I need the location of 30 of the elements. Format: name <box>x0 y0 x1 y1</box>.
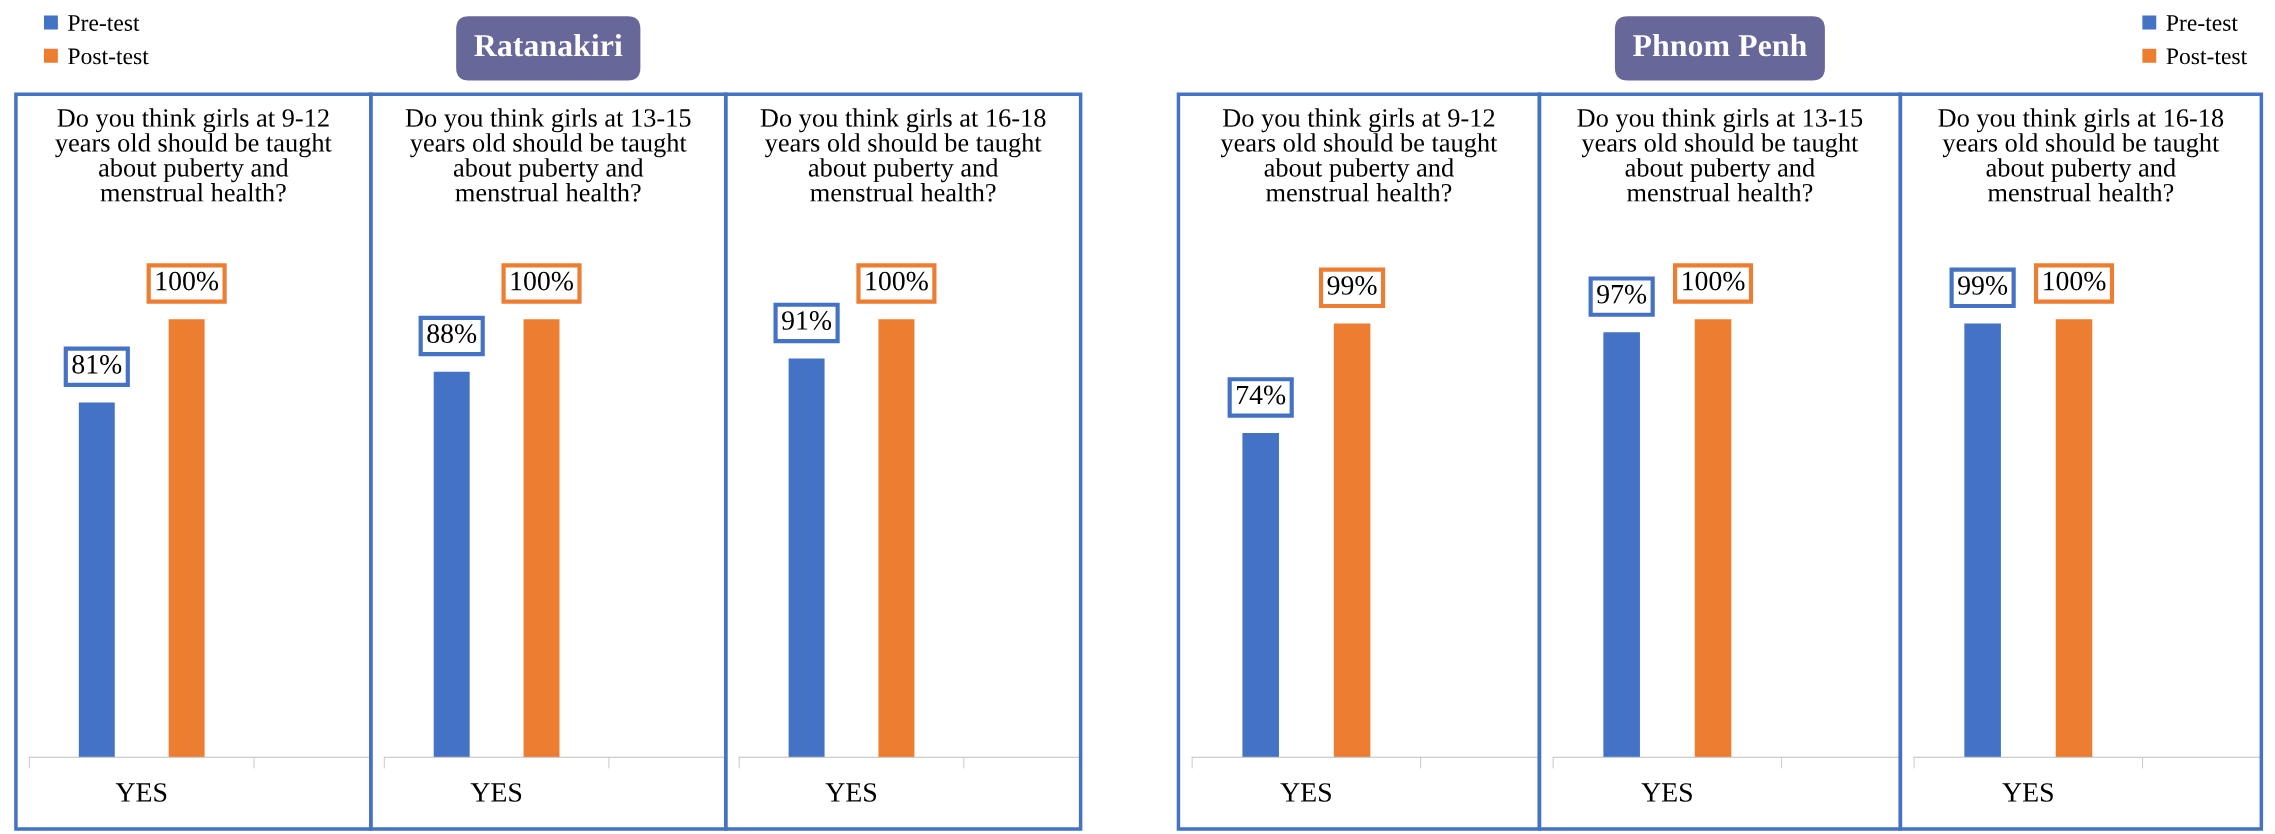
data-label: 100% <box>1683 271 1745 291</box>
data-label: 100% <box>511 271 573 291</box>
data-label: 100% <box>2044 271 2106 291</box>
chart-title: Do you think girls at 9-12 years old should be taught about puberty and menstrual health? <box>1220 108 1498 202</box>
x-tick-label: YES <box>1641 783 1692 802</box>
chart-title: Do you think girls at 9-12 years old should be taught about puberty and menstrual health? <box>55 108 332 202</box>
data-label: 91% <box>782 311 832 330</box>
legend-label: Post-test <box>2166 48 2248 65</box>
chart-title: Do you think girls at 16-18 years old should be taught about puberty and menstrual health? <box>1938 108 2224 202</box>
legend-label: Post-test <box>68 48 149 65</box>
chart-title: Do you think girls at 16-18 years old should be taught about puberty and menstrual health? <box>760 108 1046 202</box>
legend-label: Pre-test <box>2166 15 2238 31</box>
data-label: 97% <box>1597 284 1647 304</box>
data-label: 99% <box>1327 276 1377 295</box>
x-tick-label: YES <box>1280 783 1331 802</box>
x-tick-label: YES <box>2002 783 2053 802</box>
data-label: 99% <box>1958 276 2008 295</box>
data-label: 88% <box>427 324 477 344</box>
x-tick-label: YES <box>115 783 167 802</box>
text: Phnom Penh <box>1633 33 1807 57</box>
data-label: 100% <box>866 271 928 291</box>
legend-label: Pre-test <box>68 15 140 31</box>
chart-title: Do you think girls at 13-15 years old should be taught about puberty and menstrual health? <box>405 108 691 202</box>
data-label: 74% <box>1237 385 1286 405</box>
text: Ratanakiri <box>474 33 623 57</box>
data-label: 100% <box>156 271 219 291</box>
chart-title: Do you think girls at 13-15 years old should be taught about puberty and menstrual health? <box>1577 108 1863 202</box>
x-tick-label: YES <box>825 783 877 802</box>
data-label: 81% <box>72 354 122 374</box>
x-tick-label: YES <box>470 783 522 802</box>
